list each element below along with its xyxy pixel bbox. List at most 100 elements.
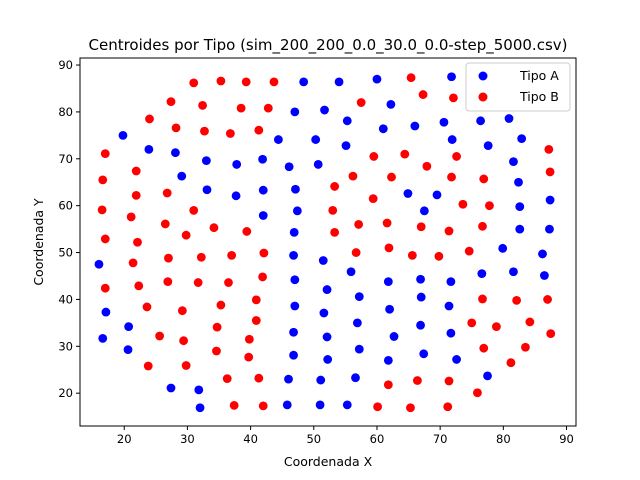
data-point-tipo-a: [334, 77, 344, 87]
data-point-tipo-a: [284, 162, 294, 172]
data-point-tipo-a: [124, 322, 134, 332]
data-point-tipo-a: [318, 256, 328, 265]
data-point-tipo-b: [407, 250, 417, 260]
data-point-tipo-b: [368, 194, 378, 204]
data-point-tipo-b: [162, 188, 172, 198]
data-point-tipo-a: [346, 267, 356, 277]
data-point-tipo-b: [452, 152, 461, 161]
data-point-tipo-b: [212, 346, 221, 356]
data-point-tipo-a: [447, 72, 456, 82]
data-point-tipo-b: [166, 97, 176, 106]
data-point-tipo-a: [538, 249, 547, 259]
data-point-tipo-b: [229, 400, 239, 410]
data-point-tipo-a: [498, 243, 508, 253]
x-axis-label: Coordenada X: [284, 454, 373, 469]
data-point-tipo-b: [98, 175, 108, 185]
data-point-tipo-a: [316, 375, 326, 385]
data-point-tipo-a: [378, 124, 388, 134]
data-point-tipo-b: [142, 302, 152, 312]
data-point-tipo-b: [348, 171, 358, 181]
data-point-tipo-a: [232, 160, 242, 169]
data-point-tipo-b: [128, 258, 138, 268]
data-point-tipo-b: [369, 152, 379, 161]
data-point-tipo-a: [432, 190, 442, 200]
data-point-tipo-a: [123, 345, 133, 354]
data-point-tipo-b: [126, 212, 136, 222]
y-axis-label: Coordenada Y: [31, 198, 46, 286]
data-point-tipo-b: [216, 76, 226, 86]
data-point-tipo-a: [258, 154, 267, 164]
data-point-tipo-a: [403, 189, 413, 198]
data-point-tipo-a: [319, 308, 329, 318]
data-point-tipo-b: [525, 317, 535, 327]
data-point-tipo-a: [292, 206, 302, 216]
data-point-tipo-b: [269, 77, 279, 87]
chart-title: Centroides por Tipo (sim_200_200_0.0_30.…: [89, 36, 568, 55]
data-point-tipo-a: [231, 191, 241, 201]
data-point-tipo-b: [330, 182, 340, 191]
data-point-tipo-a: [545, 195, 555, 205]
data-point-tipo-a: [291, 184, 300, 194]
data-point-tipo-b: [244, 334, 254, 344]
data-point-tipo-b: [406, 73, 416, 83]
data-point-tipo-a: [504, 114, 514, 123]
data-point-tipo-a: [322, 332, 332, 342]
data-point-tipo-b: [478, 294, 487, 304]
plot-frame: [79, 57, 577, 427]
data-point-tipo-b: [155, 331, 165, 341]
data-point-tipo-b: [160, 219, 170, 229]
data-point-tipo-b: [351, 248, 361, 257]
data-point-tipo-a: [201, 156, 211, 166]
y-tick-label: 70: [58, 152, 73, 166]
data-point-tipo-b: [512, 295, 522, 305]
data-point-tipo-b: [189, 205, 199, 215]
data-point-tipo-a: [315, 400, 325, 410]
data-point-tipo-b: [330, 227, 340, 237]
data-point-tipo-a: [410, 121, 420, 131]
data-point-tipo-b: [100, 234, 110, 244]
data-point-tipo-b: [479, 174, 489, 184]
data-point-tipo-a: [98, 333, 108, 343]
data-point-tipo-b: [545, 167, 555, 177]
data-point-tipo-a: [447, 135, 457, 144]
data-point-tipo-b: [163, 277, 173, 287]
data-point-tipo-a: [195, 403, 205, 413]
y-tick-label: 40: [58, 292, 73, 306]
data-point-tipo-a: [258, 185, 268, 195]
data-point-tipo-a: [289, 350, 298, 360]
data-point-tipo-a: [341, 141, 351, 151]
data-point-tipo-a: [514, 177, 523, 187]
data-point-tipo-b: [143, 361, 153, 371]
data-point-tipo-a: [171, 148, 180, 158]
data-point-tipo-a: [202, 185, 212, 195]
data-point-tipo-a: [342, 400, 352, 410]
data-point-tipo-b: [100, 283, 110, 293]
data-point-tipo-b: [400, 149, 410, 159]
data-point-tipo-a: [354, 344, 364, 354]
x-tick-label: 20: [117, 432, 132, 446]
data-point-tipo-b: [177, 306, 187, 316]
data-point-tipo-b: [242, 227, 252, 236]
data-point-tipo-a: [351, 373, 360, 383]
data-point-tipo-b: [544, 145, 554, 154]
data-point-tipo-b: [212, 322, 222, 332]
data-point-tipo-a: [416, 292, 426, 302]
legend-label-tipo-b: Tipo B: [519, 89, 559, 104]
data-point-tipo-b: [382, 218, 392, 228]
data-point-tipo-b: [133, 237, 142, 247]
data-point-tipo-a: [416, 274, 425, 284]
data-point-tipo-b: [521, 342, 530, 352]
data-point-tipo-a: [416, 320, 425, 330]
legend-label-tipo-a: Tipo A: [519, 68, 559, 83]
data-point-tipo-a: [289, 327, 298, 337]
data-point-tipo-a: [515, 202, 525, 212]
data-point-tipo-a: [515, 224, 525, 234]
data-point-tipo-b: [478, 221, 487, 231]
data-point-tipo-b: [216, 300, 226, 310]
data-point-tipo-b: [449, 93, 458, 103]
data-point-tipo-b: [97, 205, 107, 215]
y-axis-ticks: 20 30 40 50 60 70 80 90: [58, 58, 80, 400]
data-point-tipo-b: [193, 278, 203, 287]
data-point-tipo-b: [387, 172, 396, 182]
